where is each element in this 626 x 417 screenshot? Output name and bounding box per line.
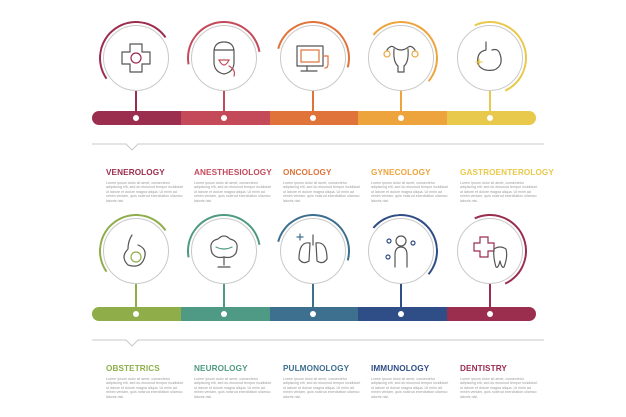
- specialty-description: Lorem ipsum dolor sit amet, consectetur …: [283, 377, 361, 399]
- uterus-icon: [383, 45, 419, 73]
- icon-circle: [457, 25, 523, 91]
- connector-line: [489, 91, 491, 115]
- pregnancy-icon: [123, 234, 146, 267]
- specialty-title: DENTISTRY: [460, 364, 507, 373]
- specialty-description: Lorem ipsum dolor sit amet, consectetur …: [371, 181, 449, 203]
- icon-circle: [280, 25, 346, 91]
- specialty-title: GYNECOLOGY: [371, 168, 431, 177]
- brain-icon: [210, 235, 238, 268]
- connector-line: [312, 91, 314, 115]
- scanner-monitor-icon: [296, 45, 329, 72]
- connector-line: [135, 284, 137, 311]
- bracket-line: [92, 143, 544, 151]
- connector-line: [400, 284, 402, 311]
- specialty-title: OBSTETRICS: [106, 364, 160, 373]
- specialty-title: ANESTHESIOLOGY: [194, 168, 272, 177]
- specialty-description: Lorem ipsum dolor sit amet, consectetur …: [460, 377, 538, 399]
- timeline-dot: [310, 115, 316, 121]
- timeline-dot: [133, 311, 139, 317]
- icon-circle: [103, 25, 169, 91]
- icon-circle: [368, 25, 434, 91]
- specialty-title: NEUROLOGY: [194, 364, 248, 373]
- specialty-title: ONCOLOGY: [283, 168, 332, 177]
- connector-line: [223, 284, 225, 311]
- specialty-description: Lorem ipsum dolor sit amet, consectetur …: [194, 181, 272, 203]
- medical-cross-icon: [121, 43, 151, 73]
- specialty-title: PULMONOLOGY: [283, 364, 350, 373]
- icon-circle: [457, 218, 523, 284]
- specialty-description: Lorem ipsum dolor sit amet, consectetur …: [371, 377, 449, 399]
- tooth-icon: [473, 236, 508, 268]
- icon-circle: [280, 218, 346, 284]
- timeline-dot: [487, 311, 493, 317]
- specialty-title: GASTROENTEROLOGY: [460, 168, 554, 177]
- specialty-description: Lorem ipsum dolor sit amet, consectetur …: [106, 377, 184, 399]
- specialty-description: Lorem ipsum dolor sit amet, consectetur …: [194, 377, 272, 399]
- specialty-title: VENEROLOGY: [106, 168, 165, 177]
- connector-line: [223, 91, 225, 115]
- timeline-dot: [310, 311, 316, 317]
- specialty-description: Lorem ipsum dolor sit amet, consectetur …: [106, 181, 184, 203]
- specialty-description: Lorem ipsum dolor sit amet, consectetur …: [460, 181, 538, 203]
- connector-line: [135, 91, 137, 115]
- bracket-line: [92, 339, 544, 347]
- connector-line: [312, 284, 314, 311]
- icon-circle: [191, 218, 257, 284]
- immunity-icon: [385, 235, 416, 268]
- icon-circle: [103, 218, 169, 284]
- timeline-dot: [221, 311, 227, 317]
- connector-line: [489, 284, 491, 311]
- timeline-dot: [221, 115, 227, 121]
- specialty-title: IMMUNOLOGY: [371, 364, 430, 373]
- connector-line: [400, 91, 402, 115]
- specialty-description: Lorem ipsum dolor sit amet, consectetur …: [283, 181, 361, 203]
- stomach-icon: [475, 41, 502, 71]
- timeline-dot: [487, 115, 493, 121]
- timeline-dot: [398, 115, 404, 121]
- timeline-dot: [133, 115, 139, 121]
- icon-circle: [368, 218, 434, 284]
- anesthesia-mask-icon: [213, 41, 236, 77]
- lungs-icon: [296, 233, 328, 264]
- timeline-dot: [398, 311, 404, 317]
- icon-circle: [191, 25, 257, 91]
